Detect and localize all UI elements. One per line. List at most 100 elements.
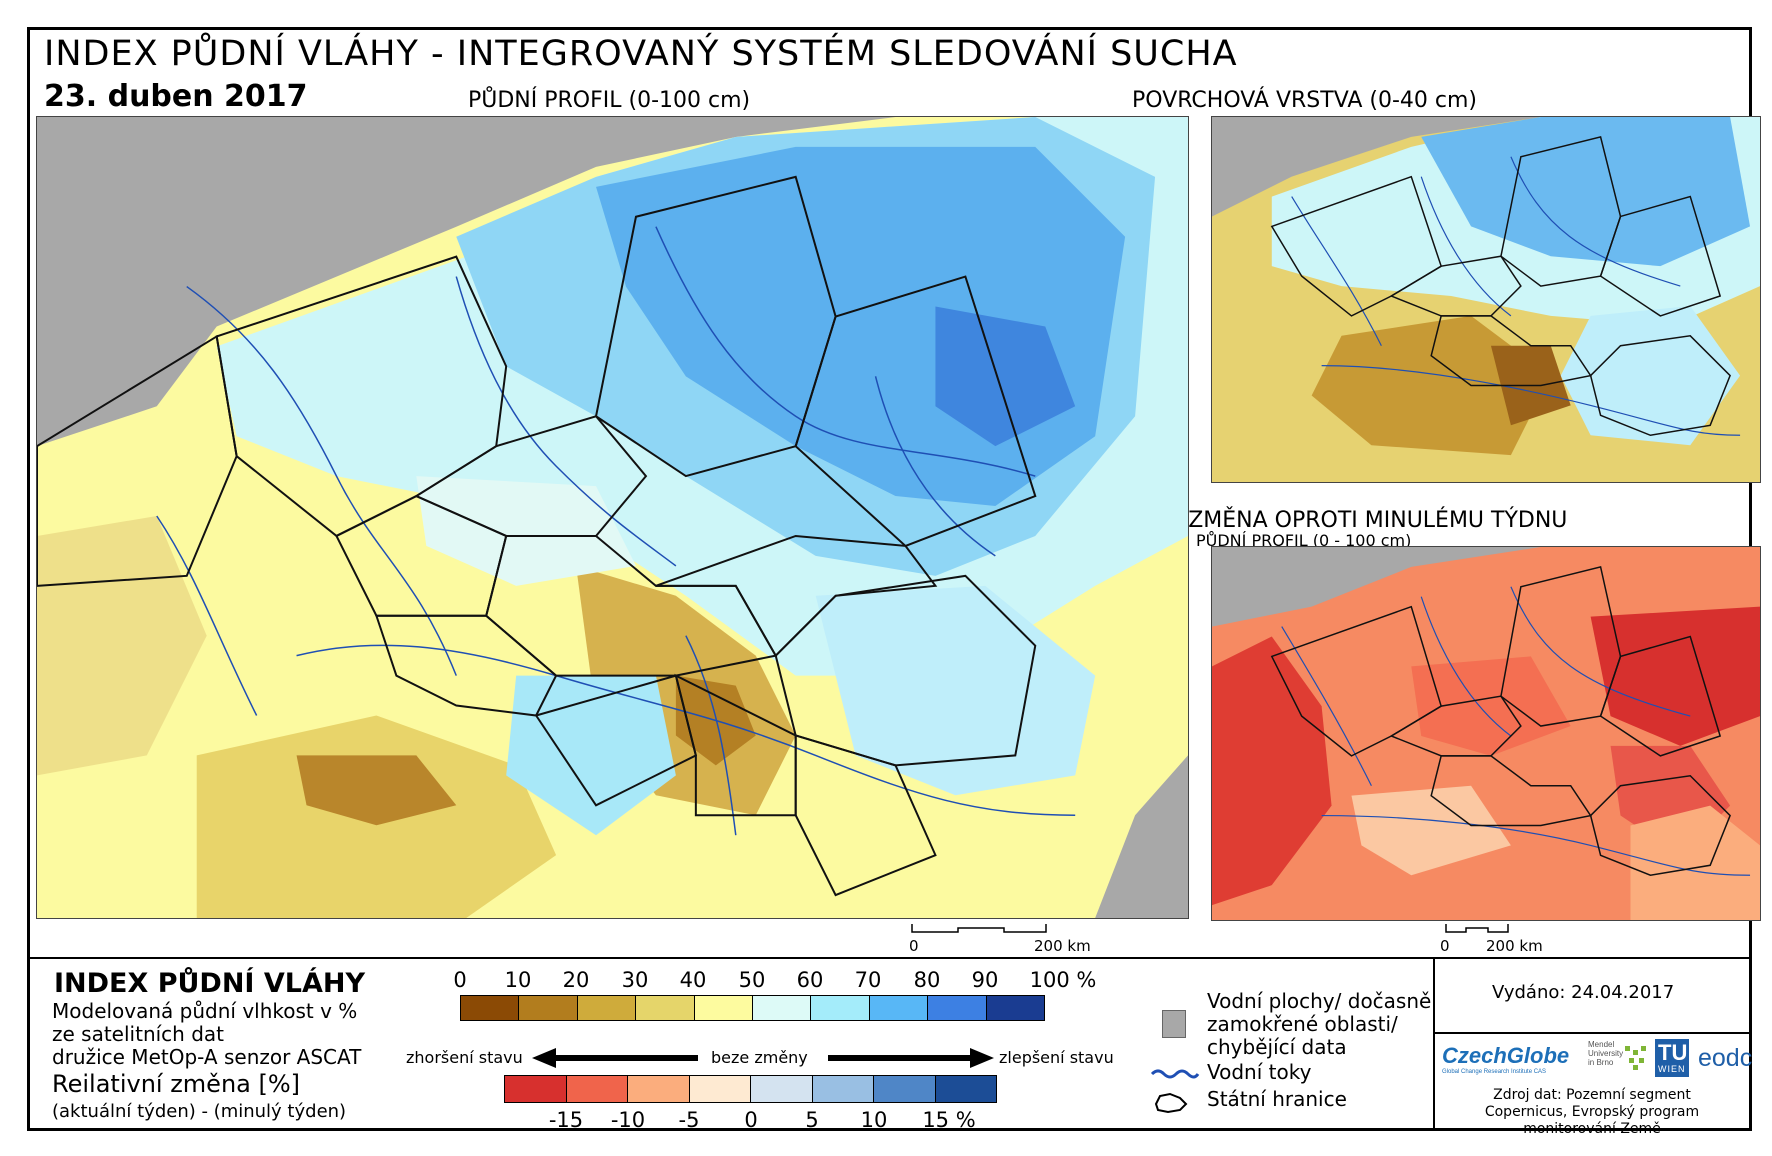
main-map-label: PŮDNÍ PROFIL (0-100 cm) <box>468 88 751 113</box>
change-swatch <box>812 1076 874 1102</box>
change-tick: 5 <box>805 1108 819 1132</box>
wien-wordmark: WIEN <box>1658 1064 1686 1074</box>
change-color-ramp <box>504 1075 997 1103</box>
legend-desc-line-2: ze satelitních dat <box>52 1022 224 1046</box>
borders-label: Státní hranice <box>1207 1087 1347 1111</box>
moisture-tick: 90 <box>971 968 999 992</box>
moisture-tick: 20 <box>562 968 590 992</box>
surface-layer-map <box>1211 116 1761 483</box>
surface-map-graphic <box>1212 117 1760 482</box>
left-arrow-icon <box>532 1048 698 1068</box>
change-tick: -15 <box>548 1108 584 1132</box>
moisture-tick: 100 % <box>1029 968 1097 992</box>
moisture-tick: 70 <box>854 968 882 992</box>
main-scalebar-end: 200 km <box>1034 937 1091 955</box>
eodc-logo: eodc <box>1698 1044 1753 1072</box>
better-arrow <box>826 1046 996 1070</box>
moisture-swatch <box>461 996 520 1020</box>
main-soil-moisture-map <box>36 116 1189 919</box>
water-label-line-2: zamokřené oblasti/ <box>1207 1012 1398 1036</box>
legend-title: INDEX PŮDNÍ VLÁHY <box>54 968 366 999</box>
czechglobe-subtitle: Global Change Research Institute CAS <box>1442 1069 1547 1075</box>
moisture-tick: 30 <box>621 968 649 992</box>
main-scalebar <box>896 923 1122 937</box>
mendel-line-1: Mendel <box>1588 1040 1615 1049</box>
moisture-swatch <box>636 996 695 1020</box>
source-line-2: Copernicus, Evropský program <box>1484 1104 1700 1120</box>
poster-frame: INDEX PŮDNÍ VLÁHY - INTEGROVANÝ SYSTÉM S… <box>27 27 1761 1137</box>
mendel-dots-graphic <box>1625 1046 1646 1070</box>
small-scalebar-graphic <box>1445 924 1509 933</box>
small-scalebar <box>1436 923 1536 937</box>
legend-divider <box>30 957 1749 959</box>
legend-desc-line-1: Modelovaná půdní vlhkost v % <box>52 999 358 1023</box>
legend-description: Modelovaná půdní vlhkost v % ze satelitn… <box>52 1000 361 1069</box>
change-tick: 0 <box>744 1108 758 1132</box>
czechglobe-logo: CzechGlobe Global Change Research Instit… <box>1442 1043 1569 1075</box>
moisture-swatch <box>869 996 929 1020</box>
change-ticks: -15 -10 -5 0 5 10 15 % <box>30 1108 1140 1132</box>
change-swatch <box>751 1076 813 1102</box>
change-tick: 15 % <box>922 1108 976 1132</box>
moisture-swatch <box>519 996 578 1020</box>
mendel-line-2: University <box>1588 1049 1624 1058</box>
change-swatch <box>505 1076 567 1102</box>
moisture-tick: 50 <box>738 968 766 992</box>
moisture-swatch <box>753 996 812 1020</box>
change-swatch <box>935 1076 996 1102</box>
water-bodies-swatch <box>1162 1010 1186 1038</box>
nochange-label: beze změny <box>711 1048 808 1067</box>
info-divider <box>1433 957 1435 1128</box>
borders-swatch <box>1150 1090 1190 1114</box>
moisture-swatch <box>577 996 637 1020</box>
change-swatch <box>689 1076 751 1102</box>
small-scalebar-end: 200 km <box>1486 937 1543 955</box>
tu-wien-logo: TU WIEN <box>1655 1039 1689 1077</box>
main-scalebar-graphic <box>911 924 1047 933</box>
small-scalebar-zero: 0 <box>1440 937 1450 955</box>
change-tick: 10 <box>860 1108 888 1132</box>
moisture-tick: 10 <box>504 968 532 992</box>
moisture-swatch <box>928 996 987 1020</box>
moisture-tick: 80 <box>913 968 941 992</box>
main-map-graphic <box>37 117 1188 918</box>
moisture-swatch <box>986 996 1045 1020</box>
water-bodies-label: Vodní plochy/ dočasně zamokřené oblasti/… <box>1207 990 1431 1059</box>
moisture-swatch <box>811 996 870 1020</box>
relative-change-map <box>1211 546 1761 921</box>
moisture-swatch <box>694 996 754 1020</box>
moisture-tick: 60 <box>796 968 824 992</box>
change-tick: -10 <box>610 1108 646 1132</box>
worse-label: zhoršení stavu <box>406 1048 523 1067</box>
rivers-label: Vodní toky <box>1207 1060 1312 1084</box>
border-outline-icon <box>1154 1092 1188 1114</box>
mendel-dots-icon <box>1623 1044 1651 1072</box>
moisture-tick: 40 <box>679 968 707 992</box>
issued-date: Vydáno: 24.04.2017 <box>1492 982 1675 1003</box>
right-arrow-icon <box>828 1048 994 1068</box>
better-label: zlepšení stavu <box>999 1048 1114 1067</box>
mendel-logo-text: Mendel University in Brno <box>1588 1040 1623 1067</box>
czechglobe-wordmark: CzechGlobe <box>1442 1043 1570 1068</box>
page-title: INDEX PŮDNÍ VLÁHY - INTEGROVANÝ SYSTÉM S… <box>44 34 1238 74</box>
change-map-sublabel: PŮDNÍ PROFIL (0 - 100 cm) <box>1196 531 1412 550</box>
water-label-line-1: Vodní plochy/ dočasně <box>1207 989 1432 1013</box>
water-label-line-3: chybějící data <box>1207 1035 1347 1059</box>
source-line-1: Zdroj dat: Pozemní segment <box>1493 1087 1691 1103</box>
surface-map-label: POVRCHOVÁ VRSTVA (0-40 cm) <box>1132 88 1477 113</box>
tu-wordmark: TU <box>1658 1040 1688 1065</box>
change-legend-title: Reilativní změna [%] <box>52 1070 301 1098</box>
change-map-graphic <box>1212 547 1760 920</box>
info-subdivider <box>1433 1032 1749 1034</box>
moisture-ticks: 0 10 20 30 40 50 60 70 80 90 100 % <box>30 968 1140 992</box>
main-scalebar-zero: 0 <box>909 937 919 955</box>
worse-arrow <box>530 1046 700 1070</box>
change-legend-description: (aktuální týden) - (minulý týden) <box>52 1101 347 1122</box>
moisture-tick: 0 <box>453 968 467 992</box>
change-swatch <box>874 1076 936 1102</box>
rivers-swatch <box>1150 1066 1200 1082</box>
page-date: 23. duben 2017 <box>44 79 308 114</box>
data-source: Zdroj dat: Pozemní segment Copernicus, E… <box>1442 1087 1742 1138</box>
river-line-icon <box>1150 1069 1200 1079</box>
legend-desc-line-3: družice MetOp-A senzor ASCAT <box>52 1045 362 1069</box>
